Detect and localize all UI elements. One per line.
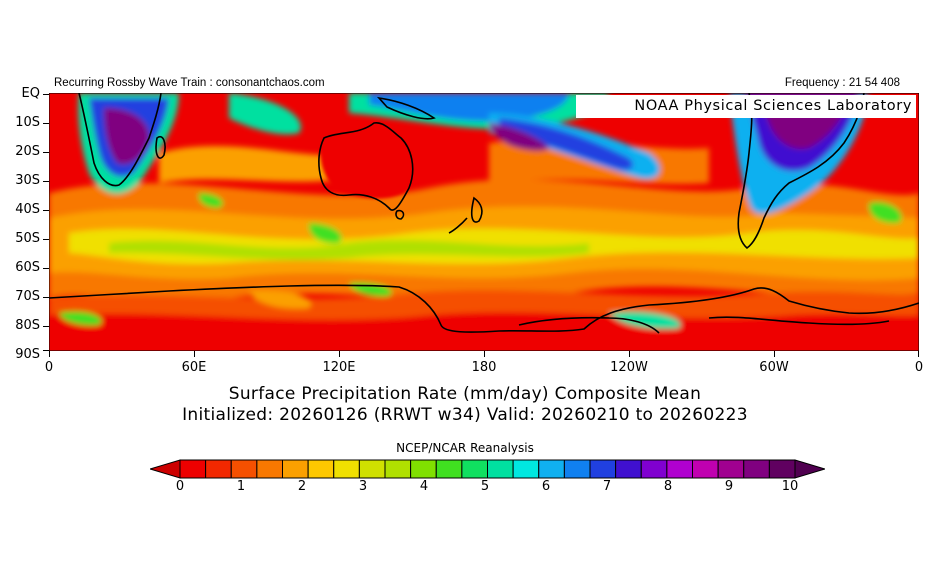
lat-label-90s: 90S — [15, 347, 40, 362]
colorbar-cell — [435, 459, 463, 479]
colorbar-cell — [461, 459, 488, 479]
colorbar-cell — [333, 459, 360, 479]
lat-tick — [43, 152, 49, 153]
colorbar-cell — [307, 459, 335, 479]
colorbar-label: 4 — [419, 479, 429, 494]
colorbar-cell — [282, 459, 309, 479]
lon-tick — [629, 351, 630, 357]
lat-label-60s: 60S — [15, 260, 40, 275]
colorbar-label: 5 — [480, 479, 490, 494]
colorbar-cell — [743, 459, 770, 479]
lat-tick — [43, 94, 49, 95]
lat-label-50s: 50S — [15, 231, 40, 246]
colorbar-left-arrow — [150, 459, 181, 479]
colorbar-cell — [538, 459, 565, 479]
lon-label-0: 0 — [44, 360, 54, 375]
lat-tick — [43, 326, 49, 327]
lat-label-70s: 70S — [15, 289, 40, 304]
lon-label-180: 180 — [471, 360, 497, 375]
lon-label-60w: 60W — [759, 360, 789, 375]
colorbar-label: 10 — [781, 479, 799, 494]
colorbar-label: 3 — [358, 479, 368, 494]
lat-label-40s: 40S — [15, 202, 40, 217]
lat-tick — [43, 297, 49, 298]
colorbar-cell — [256, 459, 283, 479]
lat-tick — [43, 239, 49, 240]
lon-label-120e: 120E — [322, 360, 356, 375]
lon-label-60e: 60E — [181, 360, 207, 375]
precip-field — [49, 93, 919, 351]
chart-title: Surface Precipitation Rate (mm/day) Comp… — [228, 384, 702, 404]
header-left: Recurring Rossby Wave Train : consonantc… — [54, 77, 325, 89]
precipitation-map — [49, 93, 919, 351]
lon-tick — [484, 351, 485, 357]
lon-tick — [194, 351, 195, 357]
colorbar-cell — [179, 459, 207, 479]
colorbar-cell — [640, 459, 668, 479]
colorbar-label: 0 — [175, 479, 185, 494]
lat-tick — [43, 210, 49, 211]
noaa-label: NOAA Physical Sciences Laboratory — [576, 95, 916, 118]
lon-label-0-end: 0 — [914, 360, 924, 375]
lat-label-eq: EQ — [21, 86, 40, 101]
lat-label-30s: 30S — [15, 173, 40, 188]
colorbar-label: 9 — [724, 479, 734, 494]
lon-label-120w: 120W — [610, 360, 648, 375]
colorbar — [150, 459, 825, 479]
lon-tick — [774, 351, 775, 357]
colorbar-cell — [487, 459, 514, 479]
colorbar-cell — [563, 459, 591, 479]
colorbar-label: 8 — [663, 479, 673, 494]
colorbar-cell — [512, 459, 540, 479]
data-source: NCEP/NCAR Reanalysis — [396, 441, 534, 455]
coastlines — [49, 93, 919, 334]
lon-tick — [49, 351, 50, 357]
colorbar-cell — [384, 459, 412, 479]
colorbar-cells — [179, 459, 796, 479]
colorbar-label: 7 — [602, 479, 612, 494]
colorbar-cell — [768, 459, 796, 479]
colorbar-cell — [230, 459, 258, 479]
chart-subtitle: Initialized: 20260126 (RRWT w34) Valid: … — [182, 405, 748, 425]
colorbar-cell — [358, 459, 386, 479]
lat-tick — [43, 181, 49, 182]
colorbar-right-arrow — [794, 459, 825, 479]
lat-tick — [43, 268, 49, 269]
colorbar-cell — [717, 459, 745, 479]
colorbar-cell — [615, 459, 642, 479]
lat-label-20s: 20S — [15, 144, 40, 159]
header-right: Frequency : 21 54 408 — [784, 77, 900, 89]
colorbar-cell — [692, 459, 719, 479]
colorbar-cell — [666, 459, 693, 479]
lat-tick — [43, 123, 49, 124]
colorbar-label: 6 — [541, 479, 551, 494]
lon-tick — [918, 351, 919, 357]
colorbar-cell — [589, 459, 617, 479]
lat-label-80s: 80S — [15, 318, 40, 333]
colorbar-cell — [205, 459, 232, 479]
colorbar-label: 1 — [236, 479, 246, 494]
lon-tick — [339, 351, 340, 357]
colorbar-cell — [410, 459, 437, 479]
lat-label-10s: 10S — [15, 115, 40, 130]
lat-tick — [43, 350, 49, 351]
colorbar-label: 2 — [297, 479, 307, 494]
